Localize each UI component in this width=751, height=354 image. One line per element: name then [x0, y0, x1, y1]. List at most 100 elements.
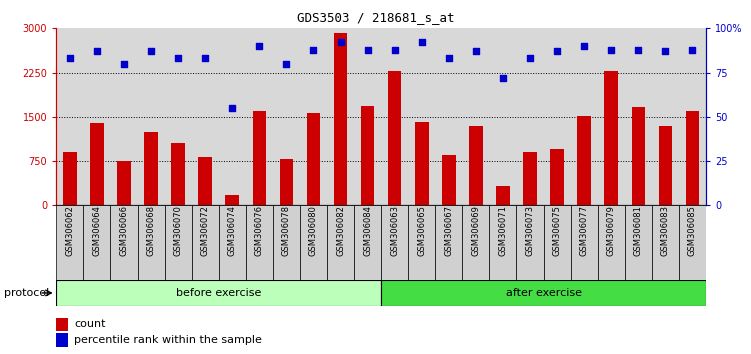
Text: protocol: protocol	[4, 288, 49, 298]
Bar	[517, 205, 544, 283]
Bar	[605, 72, 618, 205]
Bar	[246, 205, 273, 283]
Point	[605, 47, 617, 52]
Text: GSM306078: GSM306078	[282, 205, 291, 256]
Bar	[56, 205, 83, 283]
Bar	[550, 149, 564, 205]
Bar	[496, 186, 510, 205]
Bar	[327, 205, 354, 283]
Text: GSM306066: GSM306066	[119, 205, 128, 256]
Point	[199, 56, 211, 61]
Bar	[219, 205, 246, 283]
Bar	[381, 205, 409, 283]
Bar	[360, 106, 374, 205]
Point	[551, 48, 563, 54]
Bar	[354, 205, 382, 283]
Text: percentile rank within the sample: percentile rank within the sample	[74, 335, 262, 345]
Bar	[598, 205, 625, 283]
Point	[578, 43, 590, 49]
Text: GSM306075: GSM306075	[553, 205, 562, 256]
Bar	[409, 205, 436, 283]
Text: GSM306081: GSM306081	[634, 205, 643, 256]
Point	[118, 61, 130, 67]
Bar	[442, 155, 456, 205]
Point	[470, 48, 482, 54]
Text: GSM306084: GSM306084	[363, 205, 372, 256]
Bar	[137, 205, 164, 283]
Bar	[306, 113, 320, 205]
Text: GSM306076: GSM306076	[255, 205, 264, 256]
Bar	[578, 116, 591, 205]
Bar	[415, 121, 429, 205]
Bar	[388, 71, 402, 205]
Text: GSM306067: GSM306067	[445, 205, 454, 256]
Bar	[652, 205, 679, 283]
Bar	[469, 126, 483, 205]
Text: before exercise: before exercise	[176, 288, 261, 298]
Bar	[659, 126, 672, 205]
Text: GDS3503 / 218681_s_at: GDS3503 / 218681_s_at	[297, 11, 454, 24]
Point	[524, 56, 536, 61]
Point	[91, 48, 103, 54]
Text: GSM306085: GSM306085	[688, 205, 697, 256]
Point	[659, 48, 671, 54]
Point	[145, 48, 157, 54]
Bar	[198, 157, 212, 205]
Bar	[300, 205, 327, 283]
Text: GSM306068: GSM306068	[146, 205, 155, 256]
Bar	[523, 152, 537, 205]
Point	[389, 47, 401, 52]
Text: GSM306069: GSM306069	[472, 205, 481, 256]
Bar	[192, 205, 219, 283]
Text: GSM306065: GSM306065	[418, 205, 427, 256]
Bar	[56, 318, 68, 331]
Bar	[252, 111, 266, 205]
Bar	[225, 195, 239, 205]
Point	[686, 47, 698, 52]
Point	[632, 47, 644, 52]
Point	[497, 75, 509, 81]
Bar	[381, 280, 706, 306]
Bar	[436, 205, 463, 283]
Point	[226, 105, 238, 111]
Point	[172, 56, 184, 61]
Bar	[279, 159, 293, 205]
Bar	[110, 205, 137, 283]
Text: GSM306082: GSM306082	[336, 205, 345, 256]
Text: GSM306083: GSM306083	[661, 205, 670, 256]
Bar	[463, 205, 490, 283]
Bar	[571, 205, 598, 283]
Text: GSM306062: GSM306062	[65, 205, 74, 256]
Bar	[686, 111, 699, 205]
Bar	[90, 123, 104, 205]
Bar	[164, 205, 192, 283]
Text: GSM306071: GSM306071	[499, 205, 508, 256]
Text: count: count	[74, 319, 105, 329]
Text: GSM306064: GSM306064	[92, 205, 101, 256]
Text: GSM306074: GSM306074	[228, 205, 237, 256]
Point	[334, 40, 346, 45]
Text: GSM306079: GSM306079	[607, 205, 616, 256]
Bar	[625, 205, 652, 283]
Bar	[63, 152, 77, 205]
Point	[253, 43, 265, 49]
Point	[416, 40, 428, 45]
Bar	[117, 161, 131, 205]
Bar	[679, 205, 706, 283]
Bar	[144, 132, 158, 205]
Bar	[632, 107, 645, 205]
Bar	[56, 333, 68, 347]
Text: after exercise: after exercise	[505, 288, 581, 298]
Bar	[171, 143, 185, 205]
Text: GSM306080: GSM306080	[309, 205, 318, 256]
Point	[443, 56, 455, 61]
Text: GSM306073: GSM306073	[526, 205, 535, 256]
Bar	[490, 205, 517, 283]
Bar	[56, 280, 381, 306]
Bar	[544, 205, 571, 283]
Text: GSM306072: GSM306072	[201, 205, 210, 256]
Text: GSM306063: GSM306063	[391, 205, 400, 256]
Point	[361, 47, 373, 52]
Text: GSM306077: GSM306077	[580, 205, 589, 256]
Point	[307, 47, 319, 52]
